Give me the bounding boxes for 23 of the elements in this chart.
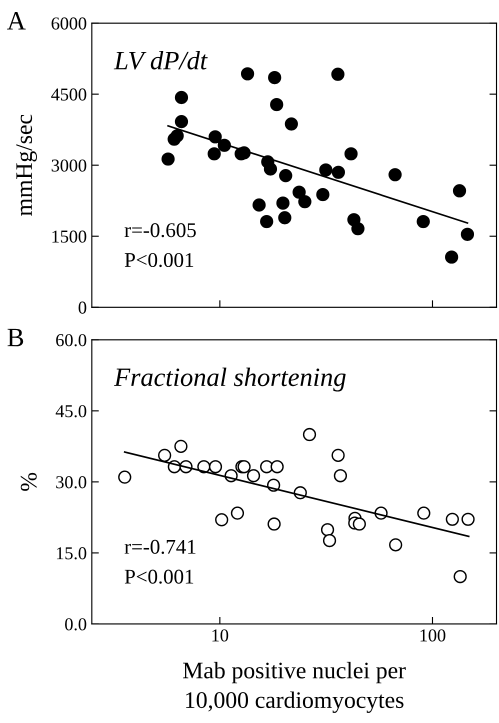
annotation: Fractional shortening [114,368,346,392]
annotation: r=-0.741 [124,540,196,554]
y-tick-label: 15.0 [56,547,86,560]
y-tick-label: 0.0 [65,618,86,630]
y-axis-title: mmHg/sec [16,114,37,216]
y-tick-label: 4500 [51,88,86,101]
y-tick-label: 60.0 [56,334,86,346]
chart-title: B [8,328,24,346]
y-tick-label: 45.0 [56,405,86,418]
annotation: r=-0.605 [124,223,196,238]
y-tick-label: 1500 [52,230,86,243]
y-tick-label: 6000 [52,17,86,30]
y-tick-label: 30.0 [56,476,86,488]
y-tick-label: 0 [78,302,86,314]
chart-title: A [7,12,26,30]
y-tick-label: 3000 [52,159,86,172]
x-axis-title: Mab positive nuclei per 10,000 cardiomyocytes [183,662,406,713]
annotation: LV dP/dt [114,50,208,70]
x-tick-label: 10 [212,629,228,642]
annotation: P<0.001 [124,252,194,268]
annotation: P<0.001 [124,570,194,584]
y-axis-title: % [20,472,37,491]
x-tick-label: 100 [420,629,446,642]
